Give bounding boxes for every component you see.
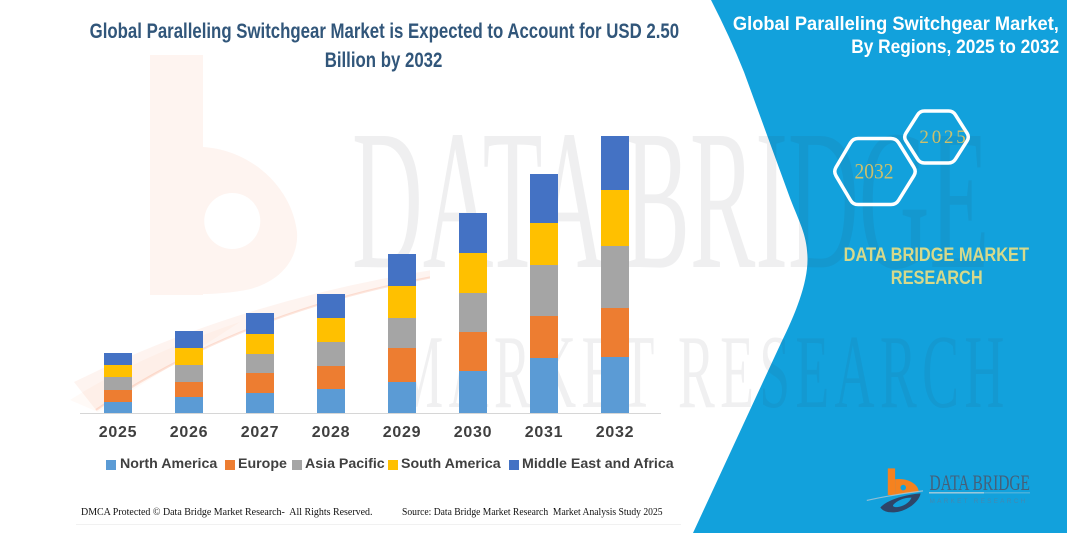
- svg-text:2025: 2025: [919, 127, 968, 148]
- svg-text:MARKET RESEARCH: MARKET RESEARCH: [930, 498, 1028, 505]
- svg-text:DATA BRIDGE: DATA BRIDGE: [930, 470, 1031, 495]
- svg-text:2032: 2032: [855, 159, 894, 184]
